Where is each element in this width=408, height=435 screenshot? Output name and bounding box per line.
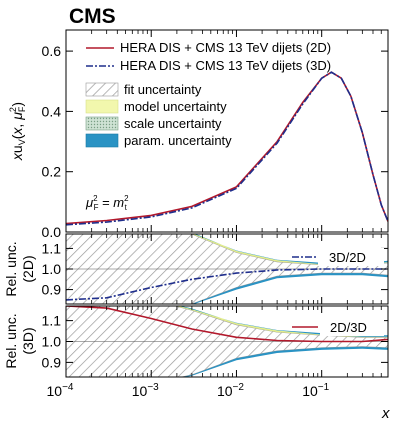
y-axis-label: xuV(x, μ2F) — [8, 102, 27, 161]
legend-label-model: model uncertainty — [124, 99, 227, 114]
ratio-2d-legend: 3D/2D — [292, 248, 384, 266]
ratio-panel-2d: 0.9 1.0 1.1 Rel. unc.(2D) 3D/2D — [3, 233, 389, 305]
model-uncertainty-band — [175, 306, 388, 338]
legend-label-scale: scale uncertainty — [124, 116, 222, 131]
y-tick-label: 1.1 — [42, 240, 62, 256]
ratio-2d-y-label: Rel. unc.(2D) — [3, 241, 36, 296]
y-tick-label: 0.0 — [42, 224, 62, 240]
y-tick-label: 0.6 — [42, 43, 62, 59]
x-axis-label: x — [381, 405, 390, 422]
legend-label-param: param. uncertainty — [124, 133, 232, 148]
pdf-curve-3d — [66, 71, 388, 226]
x-tick-label: 10−2 — [217, 382, 244, 399]
y-tick-label: 0.4 — [42, 103, 62, 119]
legend-label-2d-over-3d: 2D/3D — [330, 320, 367, 335]
legend-swatch-fit — [85, 82, 119, 97]
ratio-curve-2d-over-3d — [66, 306, 388, 343]
y-tick-label: 1.0 — [42, 334, 62, 350]
legend-label-2d: HERA DIS + CMS 13 TeV dijets (2D) — [120, 40, 331, 55]
ratio-panel-3d: 0.9 1.0 1.1 10−4 10−3 10−2 10−1 Rel. unc.(3D)… — [3, 305, 389, 399]
legend-label-3d-over-2d: 3D/2D — [329, 250, 366, 265]
legend-swatch-model — [85, 99, 119, 114]
main-legend: HERA DIS + CMS 13 TeV dijets (2D) HERA D… — [85, 40, 331, 148]
y-tick-label: 0.9 — [42, 282, 62, 298]
scale-annotation: μ2 F = m2 t — [85, 194, 129, 212]
main-panel: 0.0 0.2 0.4 0.6 xuV(x, μ2F) μ2 F = m2 t HERA … — [8, 29, 389, 240]
legend-swatch-scale — [85, 116, 119, 131]
param-uncertainty-band-upper — [193, 234, 388, 265]
y-tick-label: 0.9 — [42, 354, 62, 370]
y-tick-label: 1.1 — [42, 313, 62, 329]
param-uncertainty-band-upper — [178, 306, 388, 337]
legend-label-3d: HERA DIS + CMS 13 TeV dijets (3D) — [120, 58, 331, 73]
legend-swatch-param — [85, 133, 119, 148]
x-tick-label: 10−3 — [132, 382, 159, 399]
legend-label-fit: fit uncertainty — [124, 82, 202, 97]
ratio-3d-y-label: Rel. unc.(3D) — [3, 313, 36, 368]
ratio-3d-legend: 2D/3D — [292, 318, 384, 336]
x-tick-label: 10−4 — [47, 382, 74, 399]
y-tick-label: 1.0 — [42, 261, 62, 277]
ratio-curve-3d-over-2d — [66, 268, 388, 301]
cms-logo: CMS — [69, 5, 116, 28]
model-uncertainty-band — [191, 234, 388, 265]
y-tick-label: 0.2 — [42, 164, 62, 180]
x-tick-label: 10−1 — [302, 382, 329, 399]
